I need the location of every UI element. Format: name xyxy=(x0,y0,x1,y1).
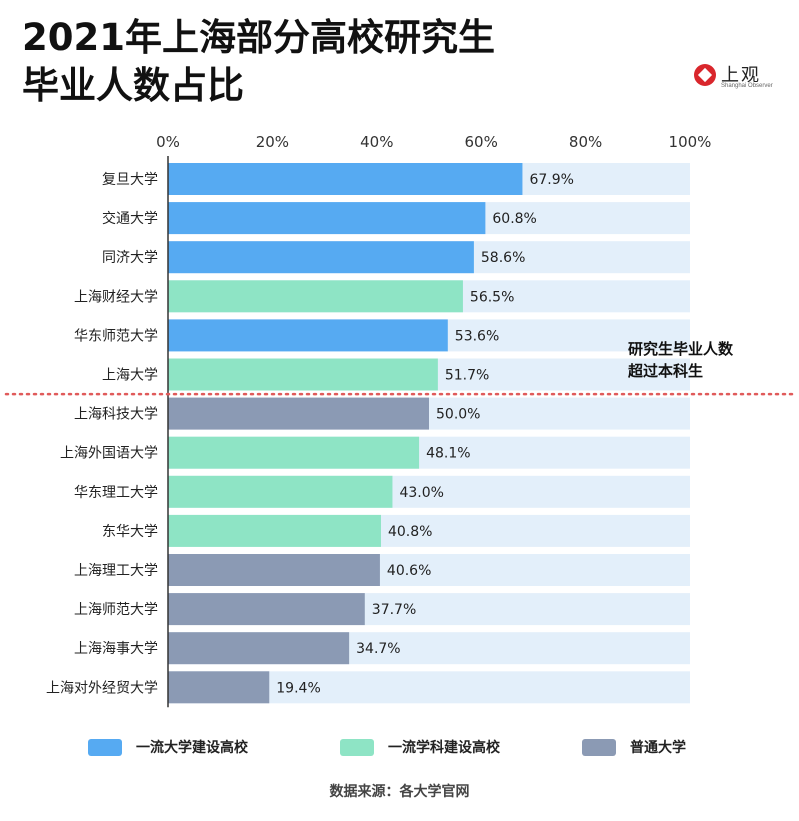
bar xyxy=(168,319,448,352)
divider-annotation: 研究生毕业人数 超过本科生 xyxy=(628,338,733,382)
legend-label: 一流学科建设高校 xyxy=(388,740,500,756)
legend-swatch xyxy=(340,739,374,756)
data-source: 数据来源：各大学官网 xyxy=(329,784,470,800)
bar xyxy=(168,241,474,274)
bar xyxy=(168,358,438,391)
category-label: 上海外国语大学 xyxy=(60,446,158,462)
x-tick-label: 0% xyxy=(156,133,180,151)
value-label: 56.5% xyxy=(470,289,514,305)
category-label: 复旦大学 xyxy=(102,171,158,188)
bar xyxy=(168,671,270,704)
value-label: 40.6% xyxy=(387,563,431,579)
value-label: 43.0% xyxy=(399,485,443,501)
bar xyxy=(168,163,523,195)
bar xyxy=(168,632,350,665)
category-label: 同济大学 xyxy=(102,250,158,266)
bar-chart: 0% 20% 40% 60% 80% 100% 复旦大学 67.9% 交通大学 60.8% 同济大学… xyxy=(4,133,799,708)
value-label: 40.8% xyxy=(388,524,432,540)
bar xyxy=(168,436,420,469)
legend-label: 普通大学 xyxy=(630,740,686,756)
x-tick-label: 40% xyxy=(360,133,393,151)
category-label: 上海对外经贸大学 xyxy=(46,680,158,696)
bar xyxy=(168,514,381,547)
logo-text: 上观 xyxy=(721,65,761,86)
category-label: 上海师范大学 xyxy=(74,601,158,618)
bar xyxy=(168,554,380,586)
value-label: 58.6% xyxy=(481,250,525,266)
x-tick-label: 60% xyxy=(465,133,498,151)
value-label: 37.7% xyxy=(372,602,416,618)
annotation-line-1: 研究生毕业人数 xyxy=(628,340,734,358)
value-label: 19.4% xyxy=(276,680,320,696)
category-label: 上海科技大学 xyxy=(74,407,158,423)
category-label: 交通大学 xyxy=(102,210,158,227)
legend-swatch xyxy=(88,739,122,756)
title-line-1: 2021年上海部分高校研究生 xyxy=(22,16,495,59)
brand-logo: 上观 Shanghai Observer xyxy=(694,62,774,96)
bar xyxy=(168,397,429,430)
category-label: 上海海事大学 xyxy=(74,641,158,657)
legend-swatch xyxy=(582,739,616,756)
logo-icon xyxy=(694,64,716,86)
title-line-2: 毕业人数占比 xyxy=(22,64,244,107)
legend-label: 一流大学建设高校 xyxy=(136,740,248,756)
annotation-line-2: 超过本科生 xyxy=(628,362,704,380)
category-label: 华东师范大学 xyxy=(74,327,158,344)
x-tick-label: 20% xyxy=(256,133,289,151)
category-label: 东华大学 xyxy=(102,524,158,540)
bar xyxy=(168,593,365,626)
value-label: 50.0% xyxy=(436,407,480,423)
category-label: 上海大学 xyxy=(102,368,158,384)
legend: 一流大学建设高校 一流学科建设高校 普通大学 xyxy=(0,735,799,763)
value-label: 48.1% xyxy=(426,446,470,462)
category-label: 上海理工大学 xyxy=(74,563,158,579)
logo-subtitle: Shanghai Observer xyxy=(721,83,773,89)
category-label: 上海财经大学 xyxy=(74,289,158,305)
bar xyxy=(168,280,463,313)
x-tick-label: 80% xyxy=(569,133,602,151)
chart-title: 2021年上海部分高校研究生 毕业人数占比 xyxy=(22,14,495,110)
value-label: 67.9% xyxy=(529,172,573,188)
value-label: 51.7% xyxy=(445,368,489,384)
value-label: 53.6% xyxy=(455,328,499,344)
bar xyxy=(168,202,486,235)
x-tick-label: 100% xyxy=(669,133,712,151)
bar xyxy=(168,475,393,508)
value-label: 34.7% xyxy=(356,641,400,657)
category-label: 华东理工大学 xyxy=(74,485,158,501)
value-label: 60.8% xyxy=(492,211,536,227)
